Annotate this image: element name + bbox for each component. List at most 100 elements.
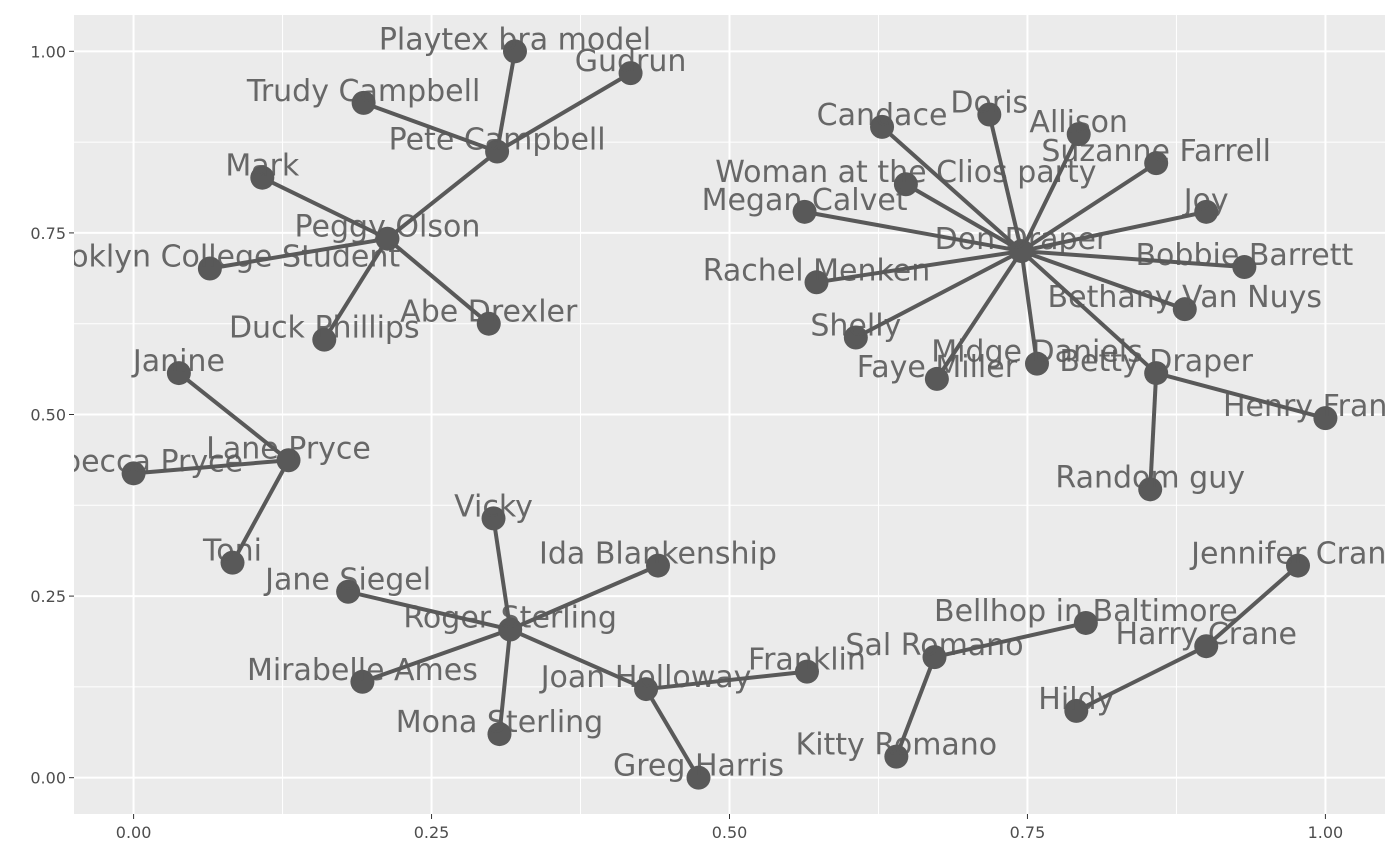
edge-sal-romano-bellhop-in-baltimore (934, 621, 1087, 660)
node-label-megan-calvet: Megan Calvet (702, 183, 908, 218)
axes: 0.00 0.25 0.50 0.75 1.00 0.00 0.25 0.50 0.75 1.00 (30, 42, 1343, 842)
edge-peggy-olson-duck-phillips (322, 237, 390, 341)
y-tick-label: 1.00 (30, 42, 66, 61)
node-label-rachel-menken: Rachel Menken (703, 253, 931, 288)
edge-roger-sterling-jane-siegel (347, 589, 511, 632)
node-label-suzanne-farrell: Suzanne Farrell (1041, 134, 1271, 169)
node-harry-crane (1194, 634, 1219, 659)
node-bethany-van-nuys (1172, 297, 1197, 322)
node-doris (977, 102, 1002, 127)
node-label-bethany-van-nuys: Bethany Van Nuys (1048, 280, 1322, 315)
node-shelly (843, 325, 868, 350)
node-label-trudy-campbell: Trudy Campbell (246, 74, 480, 109)
node-playtex-bra-model (502, 39, 527, 64)
node-label-toni: Toni (202, 534, 262, 569)
node-label-gudrun: Gudrun (575, 44, 687, 79)
node-hildy (1064, 698, 1089, 723)
node-label-mirabelle-ames: Mirabelle Ames (247, 653, 478, 688)
edge-don-draper-suzanne-farrell (1020, 161, 1158, 253)
node-label-candace: Candace (817, 98, 948, 133)
x-tick-label: 0.50 (712, 823, 748, 842)
node-label-greg-harris: Greg Harris (613, 749, 784, 784)
edge-don-draper-betty-draper (1020, 249, 1158, 375)
node-label-sal-romano: Sal Romano (845, 628, 1023, 663)
node-label-ida-blankenship: Ida Blankenship (539, 537, 777, 572)
node-gudrun (618, 61, 643, 86)
node-toni (220, 550, 245, 575)
node-label-janine: Janine (131, 344, 225, 379)
edge-don-draper-shelly (854, 249, 1023, 340)
y-tick-label: 0.75 (30, 224, 66, 243)
node-suzanne-farrell (1144, 151, 1169, 176)
node-label-joan-holloway: Joan Holloway (539, 660, 752, 695)
edge-roger-sterling-joan-holloway (509, 627, 647, 691)
edge-don-draper-faye-miller (935, 249, 1024, 381)
edge-harry-crane-jennifer-crane (1204, 564, 1300, 648)
node-label-hildy: Hildy (1038, 682, 1114, 717)
edge-betty-draper-henry-francis (1155, 371, 1326, 421)
edge-pete-campbell-trudy-campbell (362, 101, 498, 154)
node-label-henry-francis: Henry Francis (1223, 389, 1400, 424)
edge-pete-campbell-gudrun (496, 71, 632, 154)
node-label-bellhop-in-baltimore: Bellhop in Baltimore (934, 594, 1238, 629)
node-betty-draper (1144, 361, 1169, 386)
node-janine (166, 361, 191, 386)
edges (133, 50, 1326, 779)
node-duck-phillips (312, 327, 337, 352)
node-label-duck-phillips: Duck Phillips (229, 311, 420, 346)
node-allison (1066, 122, 1091, 147)
node-label-betty-draper: Betty Draper (1059, 344, 1253, 379)
node-don-draper (1009, 239, 1034, 264)
edge-don-draper-midge-daniels (1019, 250, 1039, 364)
node-mirabelle-ames (350, 669, 375, 694)
node-label-mona-sterling: Mona Sterling (396, 705, 604, 740)
node-label-doris: Doris (950, 86, 1028, 121)
edge-don-draper-woman-at-the-clios-party (904, 182, 1023, 253)
node-random-guy (1138, 477, 1163, 502)
node-franklin (794, 659, 819, 684)
node-abe-drexler (476, 311, 501, 336)
node-pete-campbell (485, 139, 510, 164)
edge-peggy-olson-brooklyn-college-student (209, 236, 388, 271)
node-label-pete-campbell: Pete Campbell (389, 123, 606, 158)
x-tick-label: 0.00 (116, 823, 152, 842)
node-roger-sterling (498, 617, 523, 642)
edge-peggy-olson-abe-drexler (386, 237, 491, 326)
node-sal-romano (922, 645, 947, 670)
node-label-jennifer-crane: Jennifer Crane (1189, 537, 1400, 572)
x-tick-label: 0.25 (414, 823, 450, 842)
y-tick-label: 0.00 (30, 769, 66, 788)
edge-joan-holloway-greg-harris (644, 688, 701, 779)
edge-pete-campbell-playtex-bra-model (495, 50, 517, 152)
node-label-brooklyn-college-student: Brooklyn College Student (20, 240, 401, 275)
node-ida-blankenship (645, 553, 670, 578)
node-rebecca-pryce (121, 461, 146, 486)
node-trudy-campbell (351, 90, 376, 115)
edge-janine-lane-pryce (177, 371, 290, 462)
node-label-franklin: Franklin (748, 643, 866, 678)
edge-don-draper-bobbie-barrett (1021, 249, 1245, 270)
edge-don-draper-rachel-menken (816, 249, 1022, 285)
node-label-don-draper: Don Draper (935, 222, 1109, 257)
edge-don-draper-candace (880, 125, 1023, 253)
node-label-jane-siegel: Jane Siegel (263, 563, 431, 598)
node-label-bobbie-barrett: Bobbie Barrett (1135, 238, 1353, 273)
node-faye-miller (924, 366, 949, 391)
node-rachel-menken (804, 270, 829, 295)
edge-roger-sterling-ida-blankenship (509, 563, 659, 632)
node-label-shelly: Shelly (810, 309, 901, 344)
node-woman-at-the-clios-party (893, 172, 918, 197)
node-label-harry-crane: Harry Crane (1115, 617, 1297, 652)
node-label-playtex-bra-model: Playtex bra model (379, 22, 651, 57)
node-bellhop-in-baltimore (1073, 610, 1098, 635)
node-label-roger-sterling: Roger Sterling (403, 601, 617, 636)
edge-roger-sterling-mirabelle-ames (361, 627, 511, 684)
node-megan-calvet (792, 199, 817, 224)
edge-don-draper-bethany-van-nuys (1020, 249, 1186, 312)
edge-don-draper-megan-calvet (804, 209, 1022, 254)
y-tick-label: 0.25 (30, 587, 66, 606)
edge-don-draper-joy (1021, 209, 1207, 254)
x-tick-label: 1.00 (1308, 823, 1344, 842)
